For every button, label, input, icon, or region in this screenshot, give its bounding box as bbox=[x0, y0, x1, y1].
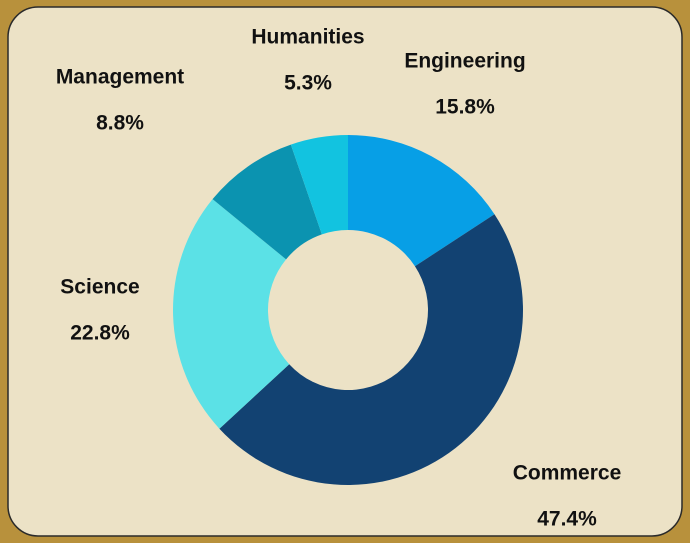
slice-value-label: 8.8% bbox=[96, 112, 144, 135]
donut-slice bbox=[212, 144, 322, 260]
donut-slice bbox=[219, 214, 524, 486]
donut-slice bbox=[348, 135, 495, 267]
slice-label: Commerce bbox=[513, 462, 622, 485]
panel bbox=[7, 6, 683, 537]
donut-slice bbox=[290, 135, 348, 235]
slice-label: Management bbox=[56, 66, 184, 89]
slice-label: Science bbox=[60, 276, 139, 299]
slice-value-label: 5.3% bbox=[284, 72, 332, 95]
slice-value-label: 47.4% bbox=[537, 508, 597, 531]
slice-value-label: 15.8% bbox=[435, 96, 495, 119]
slice-label: Humanities bbox=[251, 26, 364, 49]
slice-label: Engineering bbox=[404, 50, 525, 73]
slice-value-label: 22.8% bbox=[70, 322, 130, 345]
donut-slice bbox=[173, 199, 290, 429]
